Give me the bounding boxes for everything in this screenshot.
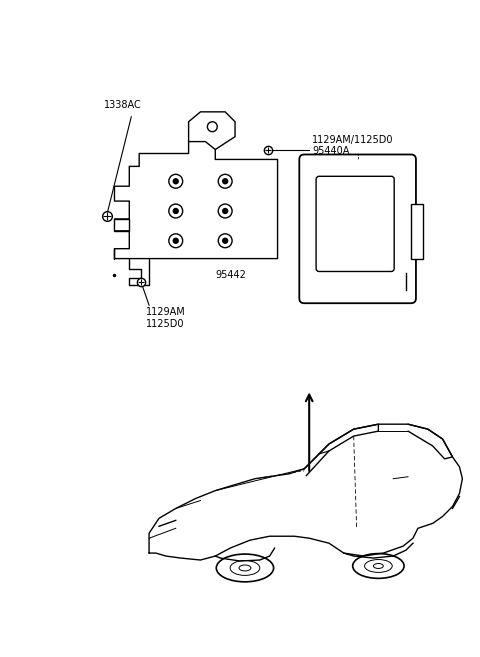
Ellipse shape [173, 208, 178, 214]
Text: 95442: 95442 [216, 271, 246, 281]
FancyBboxPatch shape [300, 154, 416, 304]
Ellipse shape [173, 179, 178, 184]
Ellipse shape [223, 179, 228, 184]
FancyBboxPatch shape [411, 204, 423, 259]
Text: 1129AM: 1129AM [146, 307, 186, 317]
Text: 1338AC: 1338AC [104, 100, 141, 110]
Text: 1125D0: 1125D0 [146, 319, 185, 329]
Ellipse shape [223, 238, 228, 243]
Text: 95440A: 95440A [312, 147, 349, 156]
Text: 1129AM/1125D0: 1129AM/1125D0 [312, 135, 394, 145]
Ellipse shape [223, 208, 228, 214]
Ellipse shape [173, 238, 178, 243]
FancyBboxPatch shape [316, 176, 394, 271]
